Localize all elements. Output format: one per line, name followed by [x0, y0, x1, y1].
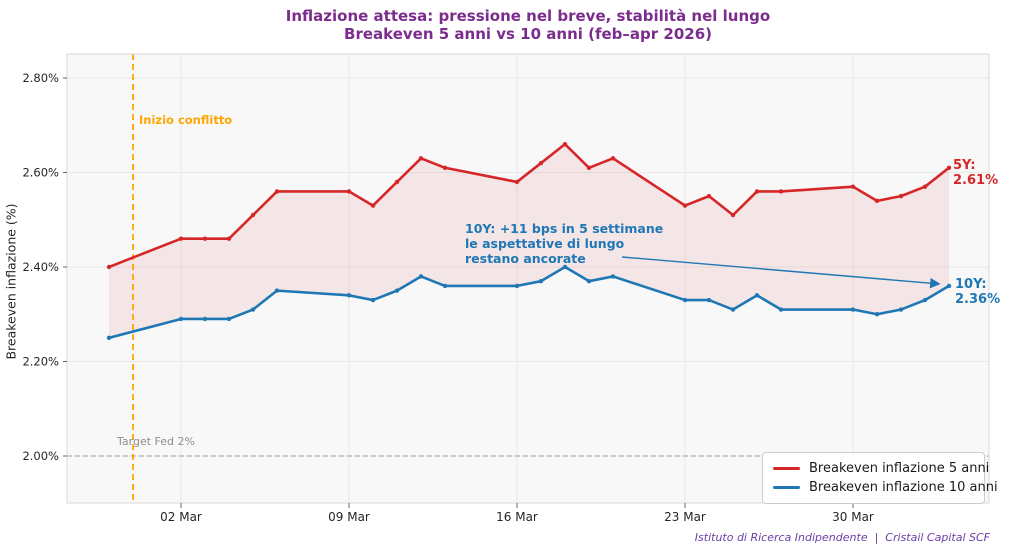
data-point	[922, 297, 928, 303]
data-point	[202, 316, 208, 322]
data-point	[442, 283, 448, 289]
data-point	[418, 156, 424, 161]
legend-item: Breakeven inflazione 5 anni	[773, 459, 989, 478]
data-point	[778, 189, 784, 194]
ten-year-note-annotation: 10Y: +11 bps in 5 settimane le aspettati…	[465, 221, 663, 266]
x-tick-label: 02 Mar	[160, 510, 202, 524]
data-point	[586, 278, 592, 284]
data-point	[346, 293, 352, 298]
x-tick-label: 23 Mar	[664, 510, 706, 524]
chart-title-line2: Breakeven 5 anni vs 10 anni (feb–apr 202…	[344, 25, 712, 43]
data-point	[850, 307, 856, 312]
note-line1: 10Y: +11 bps in 5 settimane	[465, 221, 664, 236]
data-point	[682, 297, 688, 303]
data-point	[274, 288, 280, 293]
y-axis-label: Breakeven inflazione (%)	[3, 203, 19, 360]
note-line2: le aspettative di lungo	[465, 236, 625, 251]
plot-area	[67, 54, 989, 503]
y-tick-label: 2.00%	[22, 449, 59, 463]
data-point	[754, 293, 760, 298]
data-point	[874, 198, 880, 204]
x-tick-label: 16 Mar	[496, 510, 538, 524]
fed-target-annotation: Target Fed 2%	[117, 435, 195, 448]
data-point	[370, 297, 376, 303]
x-tick-label: 09 Mar	[328, 510, 370, 524]
data-point	[250, 307, 256, 312]
data-point	[898, 307, 904, 312]
data-point	[922, 184, 928, 189]
data-point	[586, 165, 592, 170]
data-point	[394, 288, 400, 293]
line-5y	[107, 142, 951, 269]
data-point	[202, 236, 208, 241]
data-point	[370, 203, 376, 208]
line-10y	[107, 265, 951, 340]
y-tick-label: 2.60%	[22, 166, 59, 180]
plot-border	[66, 53, 990, 504]
data-point	[898, 193, 904, 199]
data-point	[562, 264, 568, 270]
data-point	[730, 212, 736, 218]
end-label-10y: 10Y: 2.36%	[955, 277, 1001, 307]
data-point	[514, 179, 520, 185]
legend-line-swatch	[773, 486, 800, 489]
data-point	[178, 316, 184, 322]
data-point	[226, 316, 232, 322]
data-point	[442, 165, 448, 170]
data-point	[610, 156, 616, 161]
data-point	[706, 297, 712, 303]
y-tick-label: 2.80%	[22, 71, 59, 85]
data-point	[562, 141, 568, 147]
data-point	[610, 274, 616, 279]
data-point	[274, 189, 280, 194]
end-label-5y: 5Y: 2.61%	[953, 158, 999, 188]
data-point	[250, 212, 256, 218]
legend-line-swatch	[773, 467, 800, 470]
data-point	[394, 179, 400, 185]
x-tick-label: 30 Mar	[832, 510, 874, 524]
data-point	[946, 283, 952, 289]
y-tick-label: 2.40%	[22, 260, 59, 274]
data-point	[754, 189, 760, 194]
data-point	[418, 274, 424, 279]
y-tick-label: 2.20%	[22, 355, 59, 369]
chart-title-line1: Inflazione attesa: pressione nel breve, …	[285, 7, 771, 25]
legend-label: Breakeven inflazione 5 anni	[809, 461, 990, 476]
chart-legend: Breakeven inflazione 5 anni Breakeven inf…	[762, 452, 998, 504]
data-point	[706, 193, 712, 199]
note-line3: restano ancorate	[465, 251, 586, 266]
data-point	[106, 335, 112, 341]
data-point	[538, 278, 544, 284]
data-point	[778, 307, 784, 312]
data-point	[346, 189, 352, 194]
chart-title: Inflazione attesa: pressione nel breve, …	[32, 7, 1024, 43]
note-arrow	[621, 256, 941, 289]
conflict-start-annotation: Inizio conflitto	[139, 113, 233, 127]
data-point	[226, 236, 232, 241]
data-point	[874, 312, 880, 317]
data-point	[514, 283, 520, 289]
data-point	[850, 184, 856, 189]
data-point	[682, 203, 688, 208]
data-point	[730, 307, 736, 312]
legend-label: Breakeven inflazione 10 anni	[809, 480, 998, 495]
data-point	[946, 165, 952, 170]
source-attribution: Istituto di Ricerca Indipendente | Crist…	[694, 531, 990, 544]
legend-item: Breakeven inflazione 10 anni	[773, 478, 998, 497]
data-point	[178, 236, 184, 241]
data-point	[538, 160, 544, 166]
data-point	[106, 264, 112, 270]
